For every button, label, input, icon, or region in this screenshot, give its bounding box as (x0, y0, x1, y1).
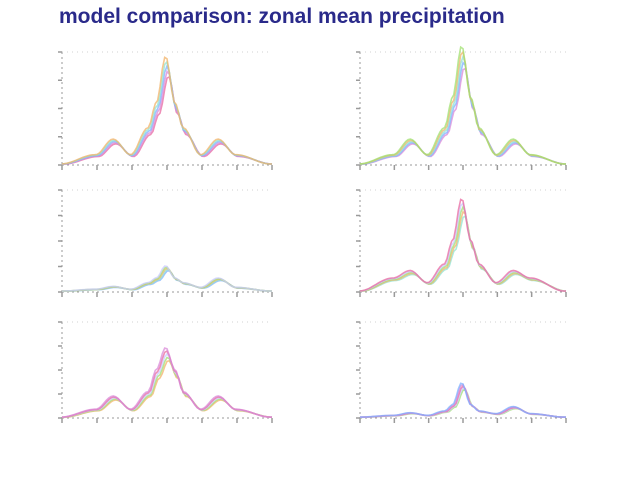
series-line (360, 386, 566, 418)
series-line (359, 198, 567, 292)
series-line (62, 70, 273, 165)
series-line (359, 50, 566, 165)
series-line (62, 356, 273, 418)
series-line (359, 67, 567, 165)
series-line (61, 60, 272, 165)
series-line (61, 352, 273, 418)
series-line (61, 75, 273, 165)
chart-panel-1 (58, 51, 273, 170)
chart-panel-4 (356, 189, 567, 297)
series-line (360, 382, 566, 418)
chart-panel-3 (58, 189, 273, 297)
series-line (61, 265, 272, 292)
chart-panel-5 (58, 321, 273, 423)
series-line (360, 60, 567, 165)
series-line (61, 347, 272, 418)
series-line (61, 56, 273, 165)
slide-title: model comparison: zonal mean precipitati… (59, 5, 505, 28)
series-line (359, 45, 567, 165)
chart-panel-2 (356, 45, 567, 170)
chart-panel-6 (356, 321, 567, 423)
